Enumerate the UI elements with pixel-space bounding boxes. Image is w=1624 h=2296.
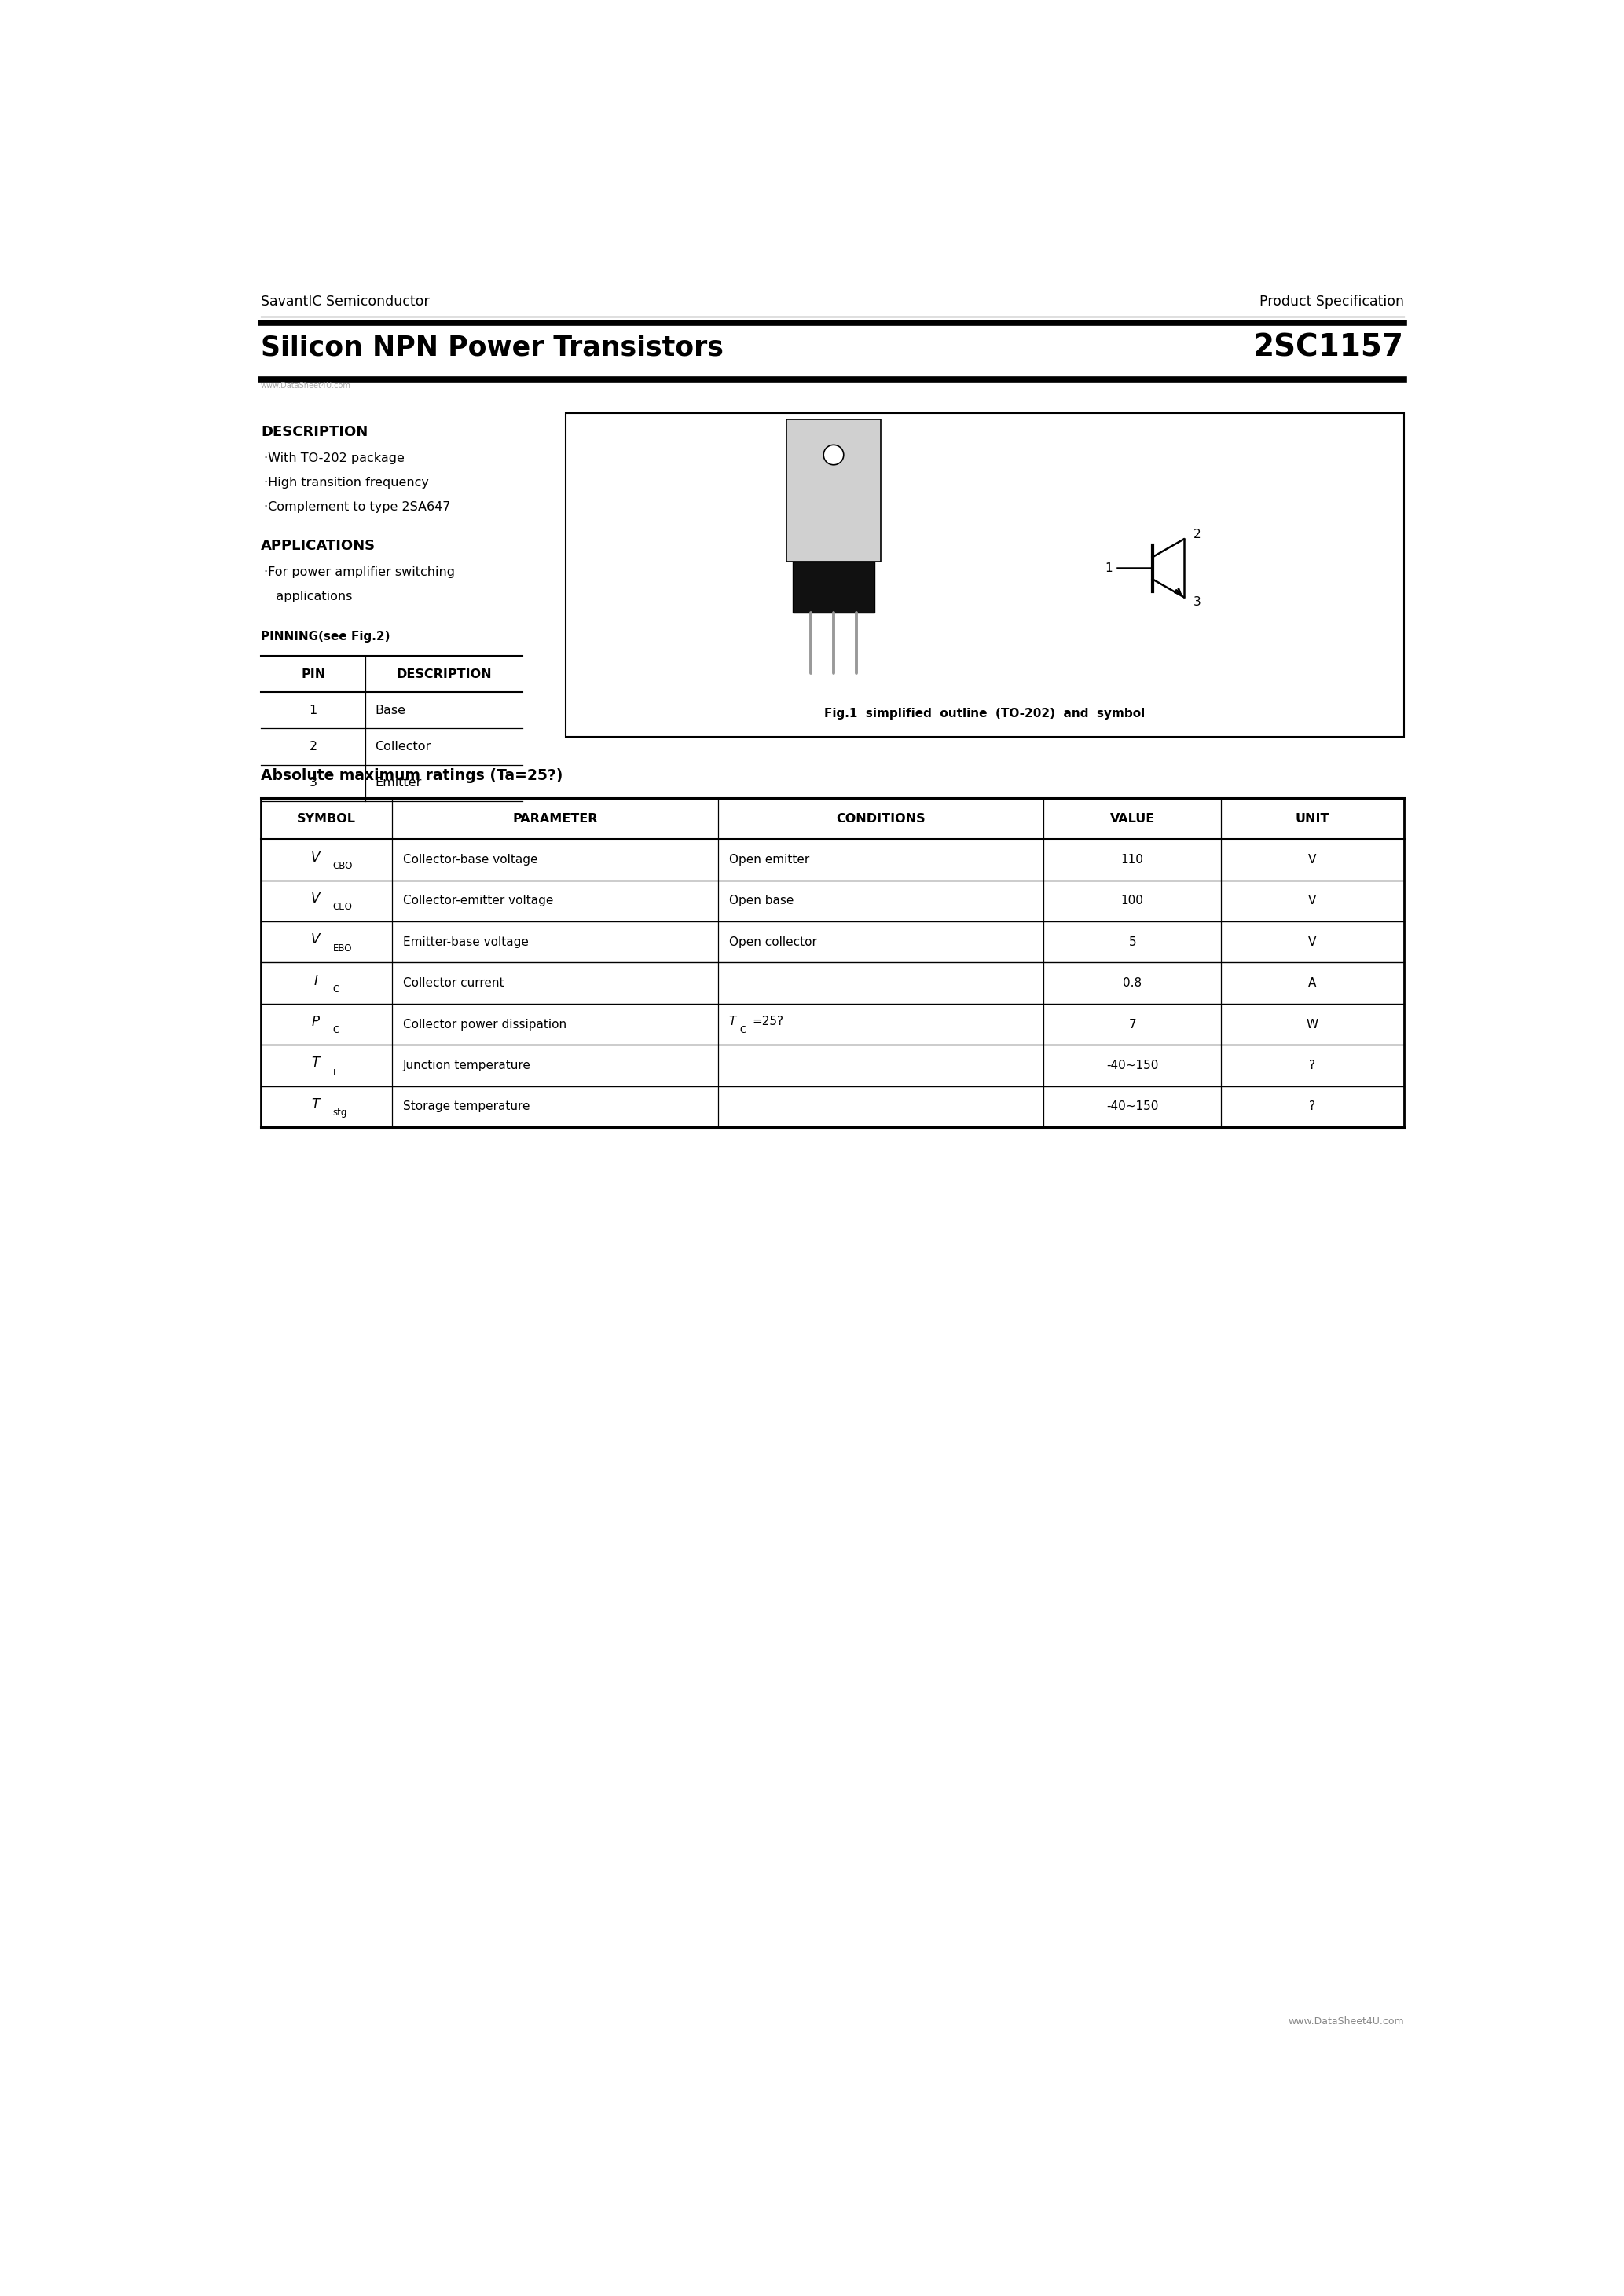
Text: PARAMETER: PARAMETER — [513, 813, 598, 824]
Text: A: A — [1309, 978, 1317, 990]
Bar — [565, 413, 1403, 737]
Text: 1: 1 — [1104, 563, 1112, 574]
Text: i: i — [333, 1065, 335, 1077]
Text: ·For power amplifier switching: ·For power amplifier switching — [263, 567, 455, 579]
Text: VALUE: VALUE — [1109, 813, 1155, 824]
Circle shape — [823, 445, 843, 464]
Text: C: C — [333, 1026, 339, 1035]
Text: =25?: =25? — [752, 1017, 783, 1029]
Text: CEO: CEO — [333, 902, 352, 912]
Text: 2: 2 — [1194, 528, 1202, 540]
Text: PINNING(see Fig.2): PINNING(see Fig.2) — [261, 631, 390, 643]
Text: Absolute maximum ratings (Ta=25?): Absolute maximum ratings (Ta=25?) — [261, 767, 564, 783]
Text: applications: applications — [263, 590, 352, 602]
Text: ·Complement to type 2SA647: ·Complement to type 2SA647 — [263, 501, 450, 512]
Text: SYMBOL: SYMBOL — [297, 813, 356, 824]
Text: ?: ? — [1309, 1058, 1315, 1072]
Text: 3: 3 — [309, 776, 317, 790]
Text: Base: Base — [375, 705, 406, 716]
Text: Open emitter: Open emitter — [729, 854, 809, 866]
Text: Collector: Collector — [375, 742, 430, 753]
Text: C: C — [741, 1026, 747, 1035]
Text: -40~150: -40~150 — [1106, 1058, 1158, 1072]
Text: -40~150: -40~150 — [1106, 1100, 1158, 1114]
Text: ·High transition frequency: ·High transition frequency — [263, 478, 429, 489]
Text: Fig.1  simplified  outline  (TO-202)  and  symbol: Fig.1 simplified outline (TO-202) and sy… — [823, 707, 1145, 719]
Text: PIN: PIN — [300, 668, 325, 680]
Text: V: V — [312, 891, 320, 905]
Text: P: P — [312, 1015, 320, 1029]
Text: www.DataSheet4U.com: www.DataSheet4U.com — [261, 381, 351, 390]
Text: C: C — [333, 985, 339, 994]
Text: Open base: Open base — [729, 895, 794, 907]
Text: ·With TO-202 package: ·With TO-202 package — [263, 452, 404, 464]
Text: Emitter-base voltage: Emitter-base voltage — [403, 937, 529, 948]
Text: APPLICATIONS: APPLICATIONS — [261, 540, 375, 553]
Bar — [793, 563, 875, 613]
Text: 100: 100 — [1121, 895, 1143, 907]
Text: ?: ? — [1309, 1100, 1315, 1114]
Text: Open collector: Open collector — [729, 937, 817, 948]
Text: Collector current: Collector current — [403, 978, 503, 990]
Text: Emitter: Emitter — [375, 776, 421, 790]
Text: Collector-base voltage: Collector-base voltage — [403, 854, 538, 866]
Text: Storage temperature: Storage temperature — [403, 1100, 529, 1114]
Text: Product Specification: Product Specification — [1259, 294, 1403, 308]
Text: 2SC1157: 2SC1157 — [1252, 333, 1403, 363]
Text: 7: 7 — [1129, 1019, 1137, 1031]
Text: W: W — [1306, 1019, 1319, 1031]
Text: Junction temperature: Junction temperature — [403, 1058, 531, 1072]
Text: UNIT: UNIT — [1296, 813, 1330, 824]
Text: T: T — [729, 1017, 736, 1029]
Text: EBO: EBO — [333, 944, 352, 953]
Text: T: T — [312, 1097, 320, 1111]
Text: 2: 2 — [309, 742, 317, 753]
Text: T: T — [312, 1056, 320, 1070]
Text: 3: 3 — [1194, 597, 1202, 608]
Text: 110: 110 — [1121, 854, 1143, 866]
Text: SavantIC Semiconductor: SavantIC Semiconductor — [261, 294, 429, 308]
Text: V: V — [1309, 895, 1317, 907]
Text: V: V — [1309, 937, 1317, 948]
Text: V: V — [312, 932, 320, 946]
Text: I: I — [313, 974, 318, 987]
Text: CONDITIONS: CONDITIONS — [836, 813, 926, 824]
Text: V: V — [1309, 854, 1317, 866]
Text: Silicon NPN Power Transistors: Silicon NPN Power Transistors — [261, 335, 724, 360]
Bar — [786, 420, 880, 563]
Text: V: V — [312, 850, 320, 863]
Text: stg: stg — [333, 1107, 348, 1118]
Text: Collector-emitter voltage: Collector-emitter voltage — [403, 895, 554, 907]
Text: DESCRIPTION: DESCRIPTION — [261, 425, 369, 439]
Text: 0.8: 0.8 — [1122, 978, 1142, 990]
Text: Collector power dissipation: Collector power dissipation — [403, 1019, 567, 1031]
Text: DESCRIPTION: DESCRIPTION — [396, 668, 492, 680]
Text: 1: 1 — [309, 705, 317, 716]
Text: CBO: CBO — [333, 861, 352, 870]
Text: www.DataSheet4U.com: www.DataSheet4U.com — [1288, 2016, 1403, 2027]
Text: 5: 5 — [1129, 937, 1137, 948]
